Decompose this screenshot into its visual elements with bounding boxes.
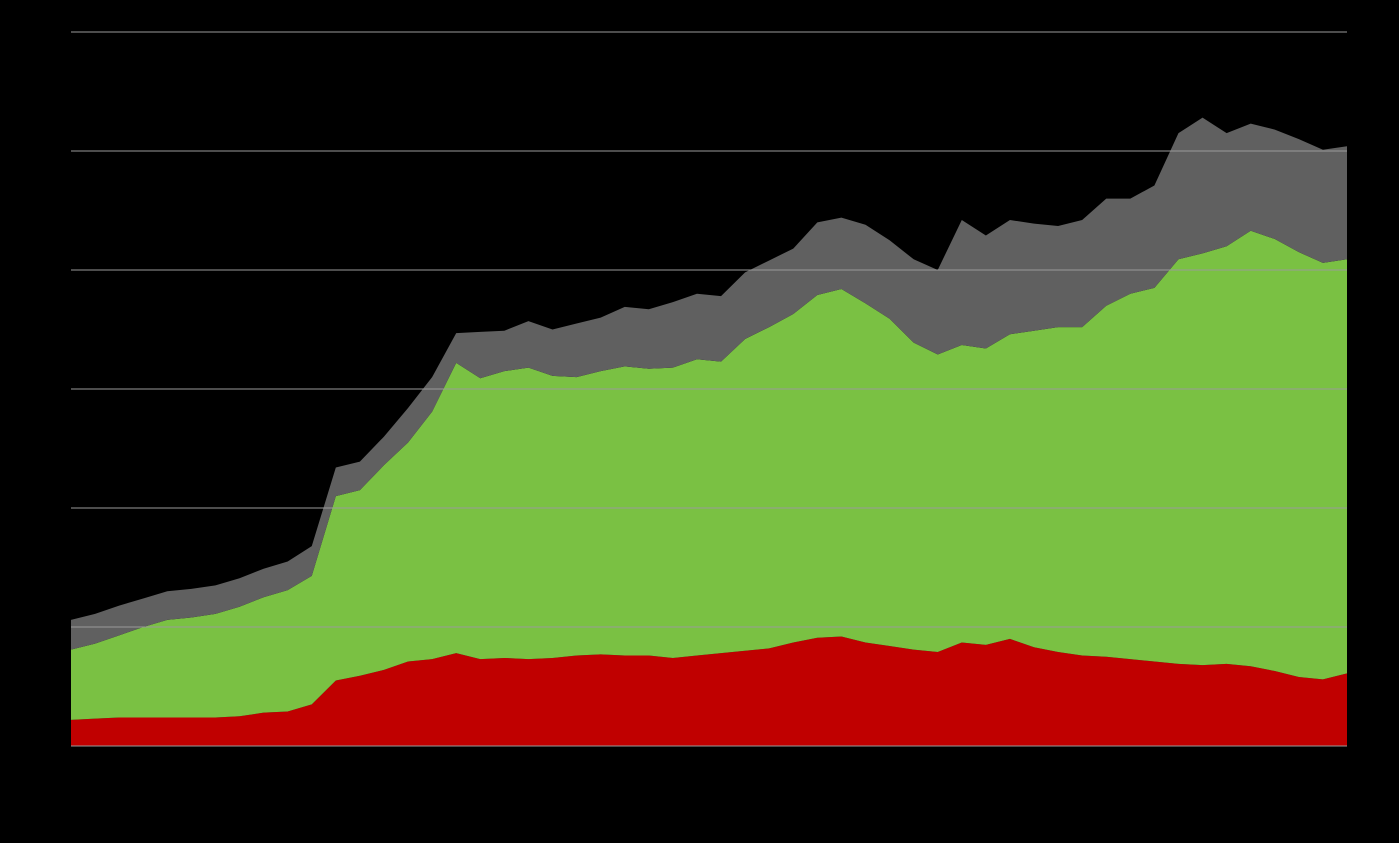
area bbox=[71, 230, 1347, 720]
area bbox=[71, 636, 1347, 746]
area bbox=[71, 117, 1347, 650]
